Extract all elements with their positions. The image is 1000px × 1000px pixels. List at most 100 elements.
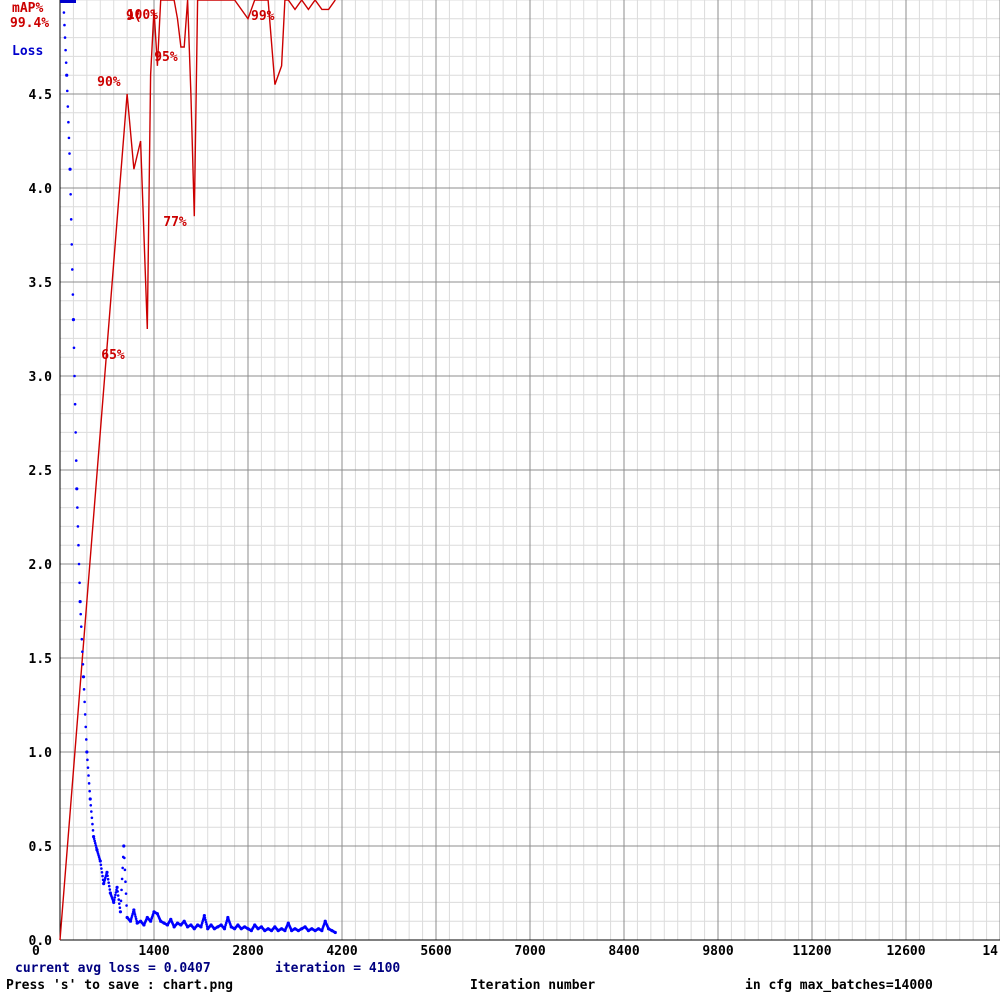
loss-point — [79, 612, 83, 616]
loss-point — [73, 374, 76, 378]
loss-point — [119, 899, 123, 903]
loss-point — [90, 816, 94, 820]
loss-point — [64, 48, 67, 52]
loss-point — [91, 822, 94, 826]
loss-point — [120, 877, 124, 881]
map-annotation: 95% — [154, 50, 178, 65]
max-batches-text: in cfg max_batches=14000 — [745, 978, 933, 993]
loss-point — [92, 837, 96, 841]
loss-point — [74, 431, 77, 434]
loss-point — [115, 885, 119, 889]
loss-point — [202, 913, 206, 918]
y-tick-labels: 0.0 0.5 1.0 1.5 2.0 2.5 3.0 3.5 4.0 4.5 — [29, 88, 53, 949]
loss-point — [84, 738, 88, 741]
current-loss-text: current avg loss = 0.0407 — [15, 961, 211, 976]
loss-point — [71, 293, 75, 296]
map-series — [59, 0, 336, 941]
loss-point — [123, 868, 127, 872]
loss-point — [83, 713, 87, 716]
loss-point — [107, 884, 111, 888]
loss-point — [76, 525, 80, 528]
y-tick-label: 4.5 — [29, 88, 52, 103]
loss-point — [86, 758, 89, 762]
x-tick-label: 8400 — [608, 944, 639, 959]
loss-point — [99, 863, 103, 867]
loss-point — [124, 892, 128, 895]
loss-point — [79, 625, 83, 628]
y-tick-label: 0.5 — [29, 840, 52, 855]
map-annotations: 90% 65% 9(100% 95% 77% 99% — [97, 8, 275, 363]
loss-point — [132, 908, 136, 912]
loss-point — [71, 268, 74, 271]
iteration-text: iteration = 4100 — [275, 961, 401, 976]
loss-point — [68, 152, 71, 155]
loss-point — [205, 923, 208, 926]
x-tick-label: 14 — [982, 944, 998, 959]
y-tick-label: 3.0 — [29, 370, 53, 385]
legend-loss-label: Loss — [12, 44, 43, 59]
loss-point — [93, 841, 97, 845]
loss-point — [65, 89, 69, 93]
map-line — [59, 0, 336, 941]
loss-point — [116, 890, 119, 893]
loss-point — [114, 893, 117, 897]
major-grid — [60, 0, 1000, 940]
loss-point — [134, 917, 138, 920]
map-annotation: 65% — [101, 348, 125, 363]
x-tick-label: 5600 — [420, 944, 451, 959]
loss-point — [333, 930, 337, 935]
y-tick-label: 1.5 — [29, 652, 52, 667]
loss-point — [87, 782, 91, 785]
x-tick-label: 2800 — [232, 944, 263, 959]
loss-point — [112, 900, 116, 905]
loss-point — [100, 871, 104, 874]
loss-point — [133, 913, 137, 916]
loss-point — [75, 487, 79, 491]
loss-point — [112, 898, 116, 902]
y-tick-label: 0.0 — [29, 934, 53, 949]
loss-point — [72, 346, 76, 350]
map-annotation: 77% — [163, 215, 187, 230]
loss-point — [66, 105, 70, 108]
loss-point — [69, 218, 73, 221]
y-tick-label: 1.0 — [29, 746, 53, 761]
x-tick-label: 0 — [32, 944, 40, 959]
loss-point — [69, 192, 72, 196]
x-tick-label: 11200 — [792, 944, 831, 959]
loss-point — [87, 774, 90, 777]
loss-point — [106, 877, 110, 881]
loss-point — [63, 36, 67, 39]
map-annotation: 99% — [251, 9, 275, 24]
y-tick-label: 2.0 — [29, 558, 53, 573]
loss-point — [83, 700, 86, 704]
loss-point — [117, 898, 121, 901]
loss-point — [204, 920, 208, 924]
x-axis-label: Iteration number — [470, 978, 596, 993]
loss-point — [121, 866, 124, 870]
loss-point — [116, 894, 120, 897]
loss-point — [118, 906, 122, 910]
loss-point — [77, 562, 81, 566]
loss-point — [88, 797, 92, 801]
loss-point — [105, 870, 109, 874]
loss-point — [73, 402, 77, 406]
loss-point — [65, 73, 69, 77]
x-tick-labels: 0 1400 2800 4200 5600 7000 8400 9800 11200 12600 1… — [32, 944, 998, 959]
loss-point — [93, 839, 96, 843]
map-annotation: 9( — [126, 9, 142, 24]
map-annotation: 90% — [97, 75, 121, 90]
loss-point — [84, 725, 88, 729]
loss-point — [81, 662, 85, 666]
x-tick-label: 7000 — [514, 944, 545, 959]
loss-point — [85, 750, 89, 754]
loss-point — [64, 61, 68, 64]
loss-point — [118, 902, 121, 905]
save-hint-text: Press 's' to save : chart.png — [6, 978, 233, 993]
loss-point — [67, 120, 70, 124]
loss-point — [122, 844, 126, 848]
x-tick-label: 1400 — [138, 944, 169, 959]
loss-point — [124, 880, 127, 884]
loss-point — [89, 803, 93, 807]
loss-point — [81, 650, 84, 654]
